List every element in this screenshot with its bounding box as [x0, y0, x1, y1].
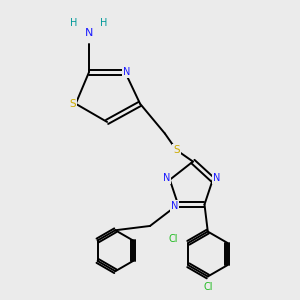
Text: Cl: Cl: [169, 235, 178, 244]
Text: N: N: [85, 28, 93, 38]
Text: H: H: [100, 18, 107, 28]
Text: S: S: [173, 145, 180, 155]
Text: N: N: [213, 173, 220, 183]
Text: Cl: Cl: [203, 282, 212, 292]
Text: N: N: [163, 173, 170, 183]
Text: N: N: [123, 68, 130, 77]
Text: N: N: [171, 201, 178, 211]
Text: S: S: [70, 99, 76, 109]
Text: H: H: [70, 18, 78, 28]
